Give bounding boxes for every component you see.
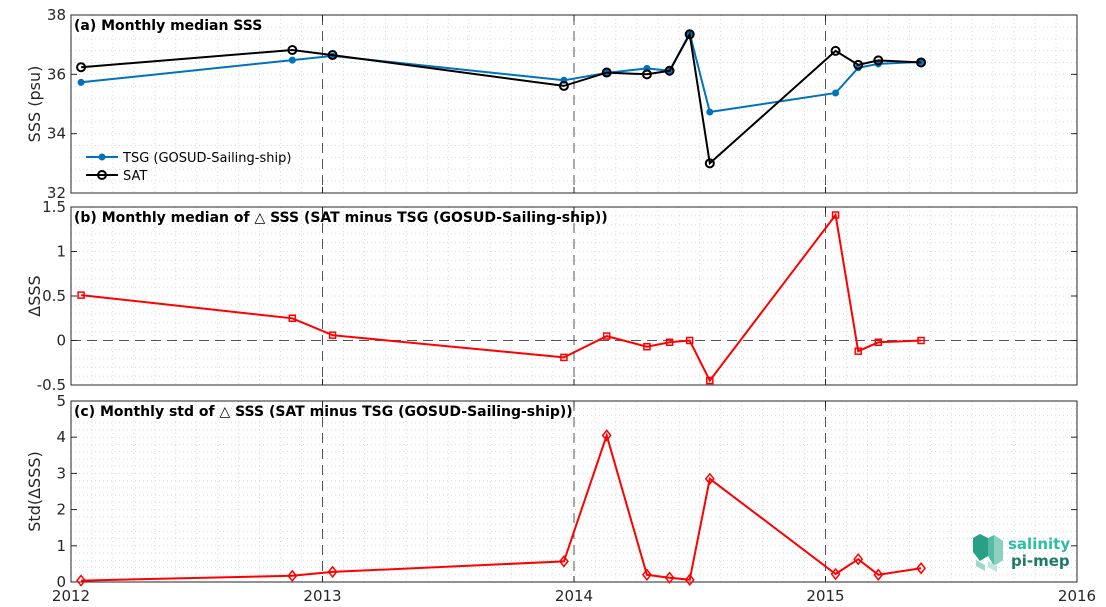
data-point	[853, 552, 864, 566]
legend: TSG (GOSUD-Sailing-ship) SAT	[86, 151, 291, 184]
y-tick-label: 0.5	[42, 287, 66, 305]
series-1	[76, 429, 927, 587]
series-1	[77, 211, 925, 385]
chart-panel-2: -0.5 0 0.5 1 1.5 ΔSSS (b) Monthly median of △ …	[25, 198, 1078, 394]
legend-label: SAT	[123, 169, 147, 184]
data-point	[641, 69, 652, 80]
minor-grid	[71, 15, 1077, 193]
data-point	[665, 338, 674, 347]
series-line	[81, 31, 922, 166]
legend-label: TSG (GOSUD-Sailing-ship)	[122, 151, 291, 166]
y-tick-label: 34	[47, 125, 66, 143]
data-point	[873, 568, 884, 581]
x-tick-label: 2013	[303, 587, 341, 605]
salinity-wave-icon	[973, 534, 1003, 572]
data-point	[706, 108, 714, 116]
data-point	[643, 342, 651, 351]
data-point	[288, 314, 297, 322]
data-point	[558, 80, 569, 91]
y-tick-label: 5	[56, 392, 66, 410]
legend-marker	[98, 153, 106, 161]
data-point	[327, 50, 338, 61]
y-tick-label: 1	[56, 243, 66, 261]
data-point	[288, 56, 296, 64]
y-axis-label: Std(ΔSSS)	[25, 451, 44, 531]
data-point	[328, 331, 337, 339]
data-point	[685, 336, 694, 345]
data-point	[684, 573, 695, 587]
data-point	[704, 158, 715, 169]
data-point	[917, 336, 925, 345]
data-point	[558, 555, 569, 568]
y-tick-label: 4	[56, 428, 66, 446]
data-point	[602, 332, 611, 340]
data-point	[873, 55, 884, 66]
data-point	[327, 565, 338, 579]
y-tick-label: 36	[47, 65, 66, 83]
data-point	[916, 57, 927, 68]
data-point	[830, 45, 841, 56]
logo-text-pi-mep: pi-mep	[1011, 552, 1070, 570]
data-point	[77, 78, 85, 86]
data-point	[601, 429, 612, 442]
y-tick-label: 1.5	[42, 198, 66, 216]
y-tick-label: 0	[56, 573, 66, 591]
legend-marker	[97, 170, 107, 180]
logo-text-salinity: salinity	[1008, 535, 1070, 553]
y-tick-label: 1	[56, 537, 66, 555]
data-point	[287, 45, 298, 56]
y-axis-label: ΔSSS	[25, 275, 44, 316]
y-tick-label: 32	[47, 184, 66, 202]
panel-title: (a) Monthly median SSS	[74, 18, 262, 34]
chart-panel-3: 0 1 2 3 4 5 Std(ΔSSS) (c) Monthly std of △ SSS …	[25, 392, 1078, 591]
data-point	[830, 567, 841, 581]
x-tick-label: 2012	[52, 587, 90, 605]
data-point	[76, 574, 87, 587]
data-point	[560, 353, 568, 362]
data-point	[831, 211, 840, 219]
y-tick-label: -0.5	[37, 376, 66, 394]
x-tick-labels: 2012 2013 2014 2015 2016	[52, 587, 1096, 605]
data-point	[641, 568, 652, 581]
x-tick-label: 2015	[806, 587, 844, 605]
series-line	[80, 212, 922, 383]
data-point	[706, 376, 714, 385]
panel-title: (b) Monthly median of △ SSS (SAT minus T…	[74, 210, 608, 226]
data-point	[916, 562, 927, 575]
series-line	[81, 432, 922, 582]
data-point	[684, 29, 695, 40]
data-point	[601, 67, 612, 78]
chart-panel-1: 32 34 36 38 SSS (psu) (a) Monthly median SSS T…	[25, 6, 1078, 202]
data-point	[704, 472, 715, 486]
data-point	[76, 62, 87, 73]
salinity-pi-mep-logo: salinity pi-mep	[973, 534, 1070, 572]
y-tick-label: 3	[56, 464, 66, 482]
minor-grid	[71, 207, 1077, 385]
data-point	[664, 65, 675, 76]
y-tick-label: 0	[56, 332, 66, 350]
panel-title: (c) Monthly std of △ SSS (SAT minus TSG …	[74, 404, 573, 420]
y-axis-label: SSS (psu)	[25, 66, 44, 143]
data-point	[874, 338, 883, 347]
data-point	[287, 569, 298, 583]
x-tick-label: 2014	[555, 587, 593, 605]
data-point	[854, 347, 862, 355]
data-point	[664, 571, 675, 584]
data-point	[77, 291, 85, 299]
series-2	[76, 29, 927, 169]
data-point	[853, 59, 864, 70]
x-tick-label: 2016	[1058, 587, 1096, 605]
y-tick-label: 38	[47, 6, 66, 24]
y-tick-label: 2	[56, 501, 66, 519]
data-point	[832, 89, 840, 97]
